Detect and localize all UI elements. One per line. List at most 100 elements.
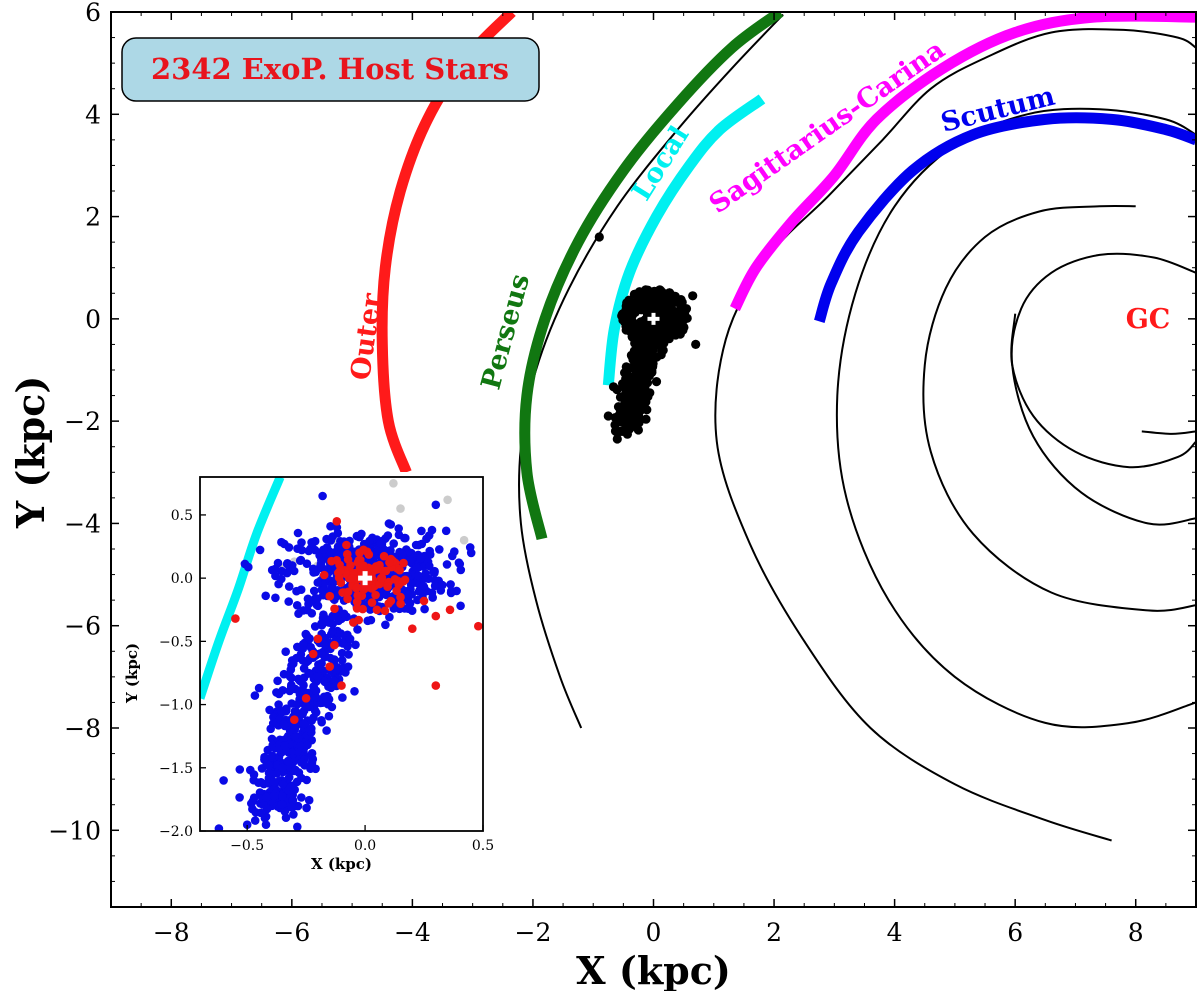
inset-blue-point — [344, 650, 353, 659]
arm-sagittarius-carina — [729, 12, 1196, 312]
inset-blue-point — [290, 722, 300, 731]
inset-blue-point — [288, 795, 298, 805]
inset-blue-point — [311, 686, 321, 695]
y-tick-label: 6 — [85, 0, 101, 27]
inset-blue-point — [297, 758, 306, 767]
arm-scutum — [814, 112, 1196, 324]
host-star-point — [656, 350, 666, 360]
inset-blue-point — [466, 548, 476, 558]
inset-red-point — [445, 605, 455, 615]
inset-blue-point — [283, 756, 293, 766]
main-plot-area — [376, 12, 1196, 842]
inset-red-point — [337, 681, 346, 690]
inset-blue-point — [324, 711, 334, 721]
inset-blue-point — [292, 777, 302, 787]
inset-blue-point — [343, 662, 353, 671]
inset-blue-point — [417, 526, 426, 536]
sun-marker-v — [651, 312, 656, 325]
inset-blue-point — [260, 752, 269, 762]
inset-blue-point — [250, 691, 260, 700]
inset-blue-point — [297, 793, 306, 802]
inset-blue-point — [242, 820, 252, 829]
inset-blue-point — [289, 566, 299, 576]
y-tick-label: −2 — [64, 407, 101, 436]
inset-red-point — [431, 611, 441, 621]
x-tick-label: 6 — [1007, 918, 1023, 947]
inset-blue-point — [265, 705, 274, 715]
inset-red-point — [408, 624, 417, 633]
inset-blue-point — [277, 708, 287, 717]
inset-red-point — [319, 570, 329, 580]
inset-red-point — [392, 586, 401, 596]
inset-red-point — [349, 618, 358, 627]
inset-blue-point — [292, 601, 302, 610]
host-star-point — [617, 311, 627, 321]
inset-blue-point — [235, 793, 244, 802]
inset-y-tick-label: 0.5 — [171, 508, 193, 524]
x-tick-label: 2 — [766, 918, 782, 947]
inset-blue-point — [280, 741, 290, 750]
inset-red-point — [399, 558, 408, 568]
spiral-model-curve — [922, 204, 1196, 612]
inset-blue-point — [412, 563, 422, 572]
host-star-point — [594, 232, 604, 242]
inset-blue-point — [386, 520, 396, 529]
inset-blue-point — [318, 491, 327, 501]
inset-blue-point — [326, 584, 336, 594]
host-star-point — [636, 340, 647, 350]
inset-blue-point — [287, 802, 296, 812]
inset-blue-point — [297, 538, 306, 547]
inset-blue-point — [302, 702, 312, 711]
inset-red-point — [372, 565, 382, 574]
host-star-point — [623, 371, 634, 381]
inset-gray-point — [443, 495, 452, 505]
host-star-point — [612, 434, 622, 444]
inset-blue-point — [450, 547, 459, 556]
inset-blue-point — [284, 543, 294, 552]
inset-local-arm — [200, 477, 285, 700]
inset-blue-point — [431, 500, 441, 510]
inset-blue-point — [280, 807, 290, 816]
inset-y-tick-label: 0.0 — [171, 571, 193, 587]
inset-blue-point — [420, 604, 429, 614]
inset-red-point — [383, 582, 392, 591]
host-star-point — [632, 328, 642, 338]
inset-blue-point — [293, 699, 302, 709]
inset-blue-point — [283, 559, 292, 568]
y-tick-label: −10 — [48, 816, 101, 845]
inset-blue-point — [313, 594, 322, 603]
inset-blue-point — [394, 524, 404, 533]
inset-blue-point — [305, 634, 314, 643]
inset-blue-point — [326, 653, 335, 663]
inset-blue-point — [352, 531, 362, 541]
inset-blue-point — [289, 659, 298, 668]
inset-blue-point — [345, 634, 355, 644]
inset-gray-point — [396, 504, 405, 513]
inset-blue-point — [353, 625, 362, 634]
inset-blue-point — [261, 820, 271, 829]
inset-red-point — [343, 594, 352, 604]
inset-blue-point — [306, 642, 316, 652]
host-star-point — [623, 298, 633, 308]
inset-blue-point — [267, 752, 276, 762]
inset-blue-point — [277, 800, 287, 809]
inset-blue-point — [422, 534, 431, 544]
inset-y-tick-label: −2.0 — [159, 824, 193, 840]
host-star-point — [661, 314, 671, 324]
inset-red-point — [474, 621, 483, 631]
host-star-point — [603, 411, 613, 421]
host-star-point — [691, 339, 701, 349]
inset-blue-point — [296, 585, 306, 594]
inset-blue-point — [254, 778, 263, 787]
inset-blue-point — [279, 720, 289, 729]
host-star-point — [645, 289, 655, 299]
inset-y-axis-title: Y (kpc) — [123, 643, 141, 704]
inset-blue-point — [273, 676, 282, 686]
inset-red-point — [419, 596, 429, 606]
inset-blue-point — [304, 546, 314, 556]
inset-red-point — [371, 590, 380, 600]
y-tick-label: 0 — [85, 305, 101, 334]
inset-blue-point — [278, 780, 288, 789]
inset-blue-point — [264, 768, 274, 778]
inset-blue-point — [249, 793, 259, 802]
